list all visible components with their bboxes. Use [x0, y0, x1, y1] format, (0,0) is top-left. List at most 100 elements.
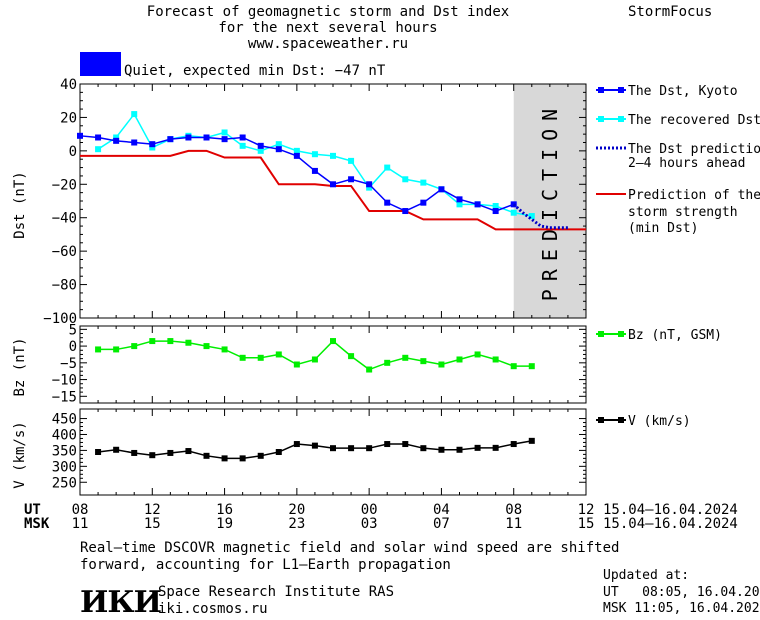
- solar-wind-speed-point: [456, 446, 463, 453]
- x-tick-label-msk: 03: [361, 516, 378, 532]
- x-tick-label-msk: 19: [216, 516, 233, 532]
- legend-kyoto-marker: [618, 87, 624, 93]
- bz-point: [456, 356, 463, 363]
- y-tick-label: 400: [52, 427, 77, 443]
- solar-wind-speed-point: [420, 445, 427, 452]
- kyoto-dst-point: [438, 186, 445, 193]
- x-tick-label-msk: 15: [144, 516, 161, 532]
- updated-msk: MSK 11:05, 16.04.2024: [603, 601, 760, 616]
- bz-point: [438, 361, 445, 368]
- recovered-dst-point: [366, 184, 373, 191]
- recovered-dst-point: [239, 142, 246, 149]
- recovered-dst-point: [492, 203, 499, 210]
- kyoto-dst-point: [167, 136, 174, 143]
- y-tick-label: 250: [52, 475, 77, 491]
- institute-site[interactable]: iki.cosmos.ru: [158, 601, 268, 617]
- x-tick-label-ut: 16: [216, 502, 233, 518]
- kyoto-dst-point: [330, 181, 336, 188]
- x-tick-label-ut: 04: [433, 502, 450, 518]
- bz-point: [402, 354, 409, 361]
- kyoto-dst-point: [420, 199, 427, 206]
- bz-point: [492, 356, 499, 363]
- bz-point: [131, 343, 138, 350]
- bz-point: [275, 351, 282, 358]
- series-group: [77, 111, 586, 462]
- institute-name: Space Research Institute RAS: [158, 584, 395, 600]
- bz-point: [95, 346, 102, 353]
- y-tick-label: −40: [52, 211, 77, 227]
- x-tick-label-ut: 00: [361, 502, 378, 518]
- footer-note-line2: forward, accounting for L1–Earth propaga…: [80, 557, 451, 573]
- recovered-dst-point: [456, 201, 463, 208]
- solar-wind-speed-point: [275, 449, 282, 455]
- y-tick-label: 40: [60, 77, 77, 93]
- bz-point: [366, 366, 373, 373]
- x-tick-label-ut: 08: [505, 502, 522, 518]
- kyoto-dst-point: [257, 142, 264, 149]
- iki-logo: ИКИ: [80, 585, 162, 620]
- solar-wind-speed-point: [384, 441, 391, 448]
- recovered-dst-point: [311, 151, 318, 158]
- solar-wind-speed-point: [257, 452, 264, 459]
- recovered-dst-point: [293, 147, 300, 154]
- recovered-dst-point: [330, 152, 336, 159]
- kyoto-dst-point: [402, 208, 409, 215]
- ut-date-range: 15.04–16.04.2024: [603, 502, 738, 518]
- legend: The Dst, Kyoto The recovered Dst The Dst…: [596, 84, 760, 429]
- kyoto-dst-point: [384, 199, 391, 206]
- solar-wind-speed-point: [402, 441, 409, 448]
- bz-point: [167, 338, 174, 345]
- solar-wind-speed-point: [131, 449, 138, 456]
- chart-url[interactable]: www.spaceweather.ru: [247, 36, 409, 52]
- chart-title-line2: for the next several hours: [218, 20, 438, 36]
- legend-storm-label-1: Prediction of the: [628, 188, 760, 203]
- bz-point: [239, 354, 246, 361]
- bz-point: [149, 338, 156, 345]
- recovered-dst-point: [113, 134, 120, 141]
- bz-point: [113, 346, 120, 353]
- kyoto-dst-line: [79, 135, 514, 212]
- x-tick-label-msk: 07: [433, 516, 450, 532]
- kyoto-dst-point: [113, 137, 120, 144]
- y-tick-label: 300: [52, 459, 77, 475]
- chart-title-line1: Forecast of geomagnetic storm and Dst in…: [146, 4, 510, 20]
- x-tick-label-msk: 23: [288, 516, 305, 532]
- y-tick-label: −15: [52, 389, 77, 405]
- solar-wind-speed-point: [185, 448, 192, 455]
- solar-wind-speed-point: [492, 444, 499, 451]
- bz-point: [330, 338, 336, 345]
- recovered-dst-point: [384, 164, 391, 171]
- x-tick-label-ut: 08: [72, 502, 89, 518]
- dst-axis-title: Dst (nT): [12, 171, 28, 238]
- status-text: Quiet, expected min Dst: −47 nT: [124, 63, 386, 79]
- y-tick-label: 20: [60, 110, 77, 126]
- legend-v-marker: [598, 417, 604, 423]
- legend-recovered-marker: [618, 116, 624, 122]
- kyoto-dst-point: [492, 208, 499, 215]
- legend-prediction-label-2: 2–4 hours ahead: [628, 156, 745, 171]
- kyoto-dst-point: [149, 141, 156, 148]
- solar-wind-speed-point: [167, 449, 174, 456]
- msk-axis-label: MSK: [24, 516, 50, 532]
- legend-v-marker: [618, 417, 624, 423]
- solar-wind-speed-point: [528, 437, 535, 444]
- solar-wind-speed-point: [95, 449, 102, 455]
- solar-wind-speed-point: [474, 444, 481, 451]
- kyoto-dst-point: [185, 134, 192, 141]
- legend-bz-marker: [618, 331, 624, 337]
- bz-point: [420, 358, 427, 365]
- kyoto-dst-point: [366, 181, 373, 188]
- bz-point: [293, 361, 300, 368]
- solar-wind-speed-point: [203, 452, 210, 459]
- y-tick-label: 450: [52, 412, 77, 428]
- dst-panel-frame: [79, 83, 587, 319]
- recovered-dst-point: [275, 141, 282, 148]
- legend-storm-label-3: (min Dst): [628, 221, 698, 236]
- y-tick-label: −20: [52, 177, 77, 193]
- kyoto-dst-point: [311, 167, 318, 174]
- bz-point: [474, 351, 481, 358]
- solar-wind-speed-point: [330, 445, 336, 452]
- solar-wind-speed-point: [348, 445, 355, 452]
- legend-recovered-marker: [598, 116, 604, 122]
